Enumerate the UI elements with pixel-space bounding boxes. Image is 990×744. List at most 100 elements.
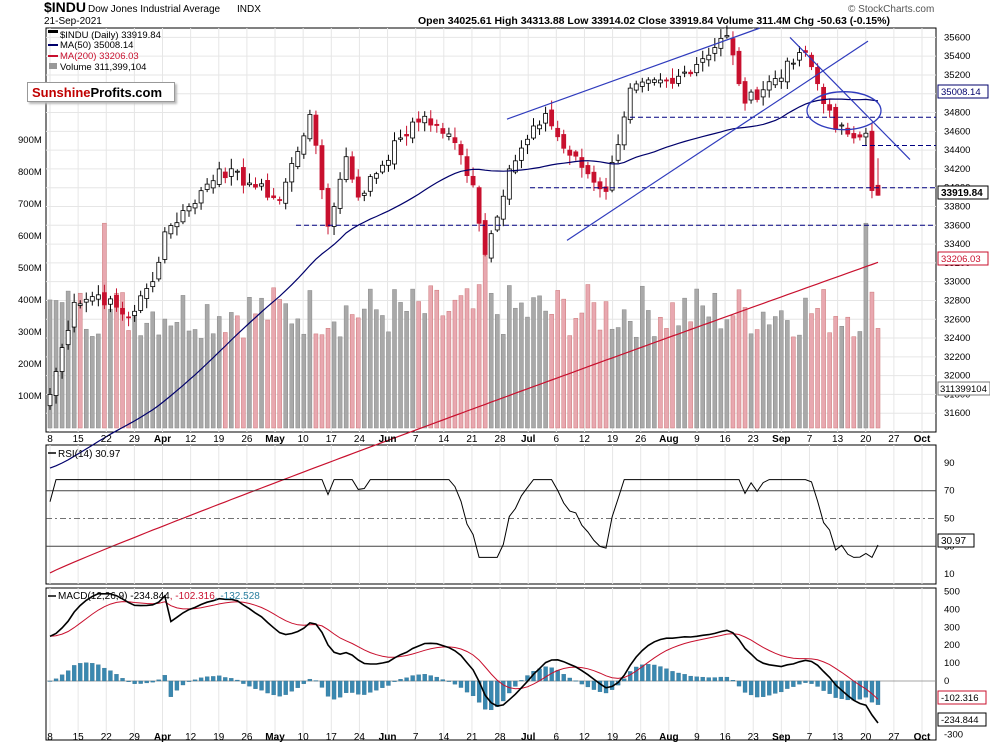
volume-bar bbox=[773, 316, 778, 429]
macd-histogram-bar bbox=[404, 677, 409, 682]
x-tick-label-bottom: Aug bbox=[659, 732, 678, 743]
candle-body bbox=[367, 176, 373, 192]
svg-text:311399104: 311399104 bbox=[940, 384, 987, 395]
x-tick-label: 24 bbox=[354, 434, 366, 445]
volume-tick-label: 900M bbox=[18, 135, 42, 146]
macd-histogram-bar bbox=[622, 678, 627, 682]
x-tick-label-bottom: Apr bbox=[154, 732, 171, 743]
candle-body bbox=[555, 127, 561, 138]
macd-histogram-bar bbox=[718, 676, 724, 682]
legend-volume-swatch bbox=[49, 63, 57, 69]
candle-body bbox=[464, 156, 470, 176]
macd-histogram-bar bbox=[380, 680, 385, 688]
x-tick-label: 19 bbox=[607, 434, 619, 445]
volume-bar bbox=[766, 324, 772, 429]
volume-tick-label: 300M bbox=[18, 327, 42, 338]
svg-text:33206.03: 33206.03 bbox=[941, 254, 981, 265]
candle-body bbox=[77, 303, 83, 306]
watermark: © StockCharts.com bbox=[848, 4, 934, 15]
candle-body bbox=[621, 116, 627, 146]
volume-bar bbox=[174, 322, 180, 429]
volume-bar bbox=[525, 316, 530, 429]
volume-bar bbox=[615, 327, 621, 429]
volume-bar bbox=[658, 316, 663, 429]
channel-lower-line bbox=[566, 40, 869, 241]
volume-bar bbox=[114, 292, 119, 429]
macd-histogram-bar bbox=[428, 675, 433, 682]
macd-histogram-bar bbox=[827, 680, 832, 694]
candle-body bbox=[519, 147, 524, 161]
volume-bar bbox=[210, 333, 216, 429]
volume-bar bbox=[368, 288, 373, 429]
volume-bar bbox=[102, 222, 107, 429]
volume-bar bbox=[875, 328, 881, 429]
macd-histogram-bar bbox=[368, 680, 373, 693]
volume-bar bbox=[652, 336, 657, 429]
candle-body bbox=[561, 134, 567, 149]
macd-histogram-bar bbox=[259, 680, 264, 691]
volume-bar bbox=[223, 332, 228, 429]
volume-bar bbox=[833, 316, 838, 429]
candle-body bbox=[446, 133, 452, 137]
volume-bar bbox=[277, 299, 282, 429]
macd-histogram-bar bbox=[458, 680, 464, 688]
x-tick-label: 15 bbox=[73, 434, 85, 445]
macd-histogram-bar bbox=[416, 674, 421, 682]
x-tick-label-bottom: 22 bbox=[101, 732, 113, 743]
volume-bar bbox=[410, 288, 415, 429]
macd-histogram-bar bbox=[386, 680, 391, 686]
volume-bar bbox=[779, 310, 784, 429]
macd-histogram-bar bbox=[283, 680, 288, 695]
x-tick-label: Jun bbox=[379, 434, 397, 445]
volume-bar bbox=[579, 312, 585, 429]
volume-bar bbox=[138, 335, 143, 429]
candle-body bbox=[59, 347, 65, 372]
volume-bar bbox=[519, 302, 524, 429]
candle-body bbox=[664, 79, 669, 82]
volume-bar bbox=[295, 318, 301, 429]
macd-histogram-bar bbox=[84, 662, 89, 682]
price-tick-label: 33000 bbox=[944, 277, 970, 288]
macd-histogram-bar bbox=[646, 664, 651, 682]
macd-histogram-bar bbox=[289, 680, 294, 692]
candle-body bbox=[234, 170, 240, 173]
volume-bar bbox=[440, 315, 446, 429]
macd-tick-label: -300 bbox=[944, 730, 963, 741]
highlight-ellipse bbox=[806, 91, 882, 131]
volume-bar bbox=[84, 328, 89, 429]
candle-body bbox=[494, 216, 500, 231]
price-tick-label: 33400 bbox=[944, 239, 970, 250]
volume-bar bbox=[748, 333, 754, 429]
macd-histogram-bar bbox=[634, 666, 639, 682]
x-tick-label-bottom: 15 bbox=[73, 732, 85, 743]
x-tick-label-bottom: 14 bbox=[438, 732, 450, 743]
symbol-title: $INDU bbox=[44, 0, 86, 15]
candle-body bbox=[458, 144, 464, 156]
volume-tick-label: 100M bbox=[18, 391, 42, 402]
volume-bar bbox=[434, 289, 440, 429]
candle-body bbox=[531, 125, 536, 139]
macd-signal-line bbox=[49, 601, 879, 700]
candle-body bbox=[198, 190, 204, 204]
legend-volume: Volume 311,399,104 bbox=[60, 62, 146, 73]
x-tick-label: 12 bbox=[579, 434, 591, 445]
candle-body bbox=[706, 54, 712, 61]
candle-body bbox=[144, 288, 150, 299]
volume-tick-label: 500M bbox=[18, 263, 42, 274]
macd-histogram-bar bbox=[628, 671, 633, 682]
candle-body bbox=[452, 137, 458, 144]
price-tick-label: 34800 bbox=[944, 108, 970, 119]
candle-body bbox=[228, 168, 234, 177]
volume-bar bbox=[355, 317, 361, 429]
legend-ma50: MA(50) 35008.14 bbox=[60, 40, 133, 51]
macd-histogram-bar bbox=[114, 674, 119, 682]
candle-body bbox=[422, 115, 428, 124]
x-tick-label-bottom: 29 bbox=[129, 732, 141, 743]
candle-body bbox=[609, 162, 615, 191]
macd-histogram-bar bbox=[198, 677, 204, 682]
candle-body bbox=[295, 151, 301, 167]
candle-body bbox=[742, 81, 748, 104]
macd-histogram-bar bbox=[706, 677, 711, 682]
volume-bar bbox=[513, 307, 518, 429]
